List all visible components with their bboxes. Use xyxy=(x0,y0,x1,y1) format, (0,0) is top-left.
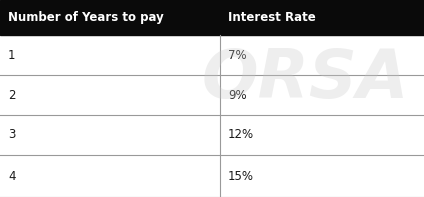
Text: Number of Years to pay: Number of Years to pay xyxy=(8,11,164,24)
Text: 7%: 7% xyxy=(228,48,247,61)
Text: Interest Rate: Interest Rate xyxy=(228,11,316,24)
Text: ORSA: ORSA xyxy=(201,46,409,112)
Text: 3: 3 xyxy=(8,128,15,141)
Text: 9%: 9% xyxy=(228,88,247,101)
Bar xyxy=(0,0,424,35)
Text: 2: 2 xyxy=(8,88,16,101)
Text: 4: 4 xyxy=(8,169,16,182)
Text: 12%: 12% xyxy=(228,128,254,141)
Text: 1: 1 xyxy=(8,48,16,61)
Text: 15%: 15% xyxy=(228,169,254,182)
